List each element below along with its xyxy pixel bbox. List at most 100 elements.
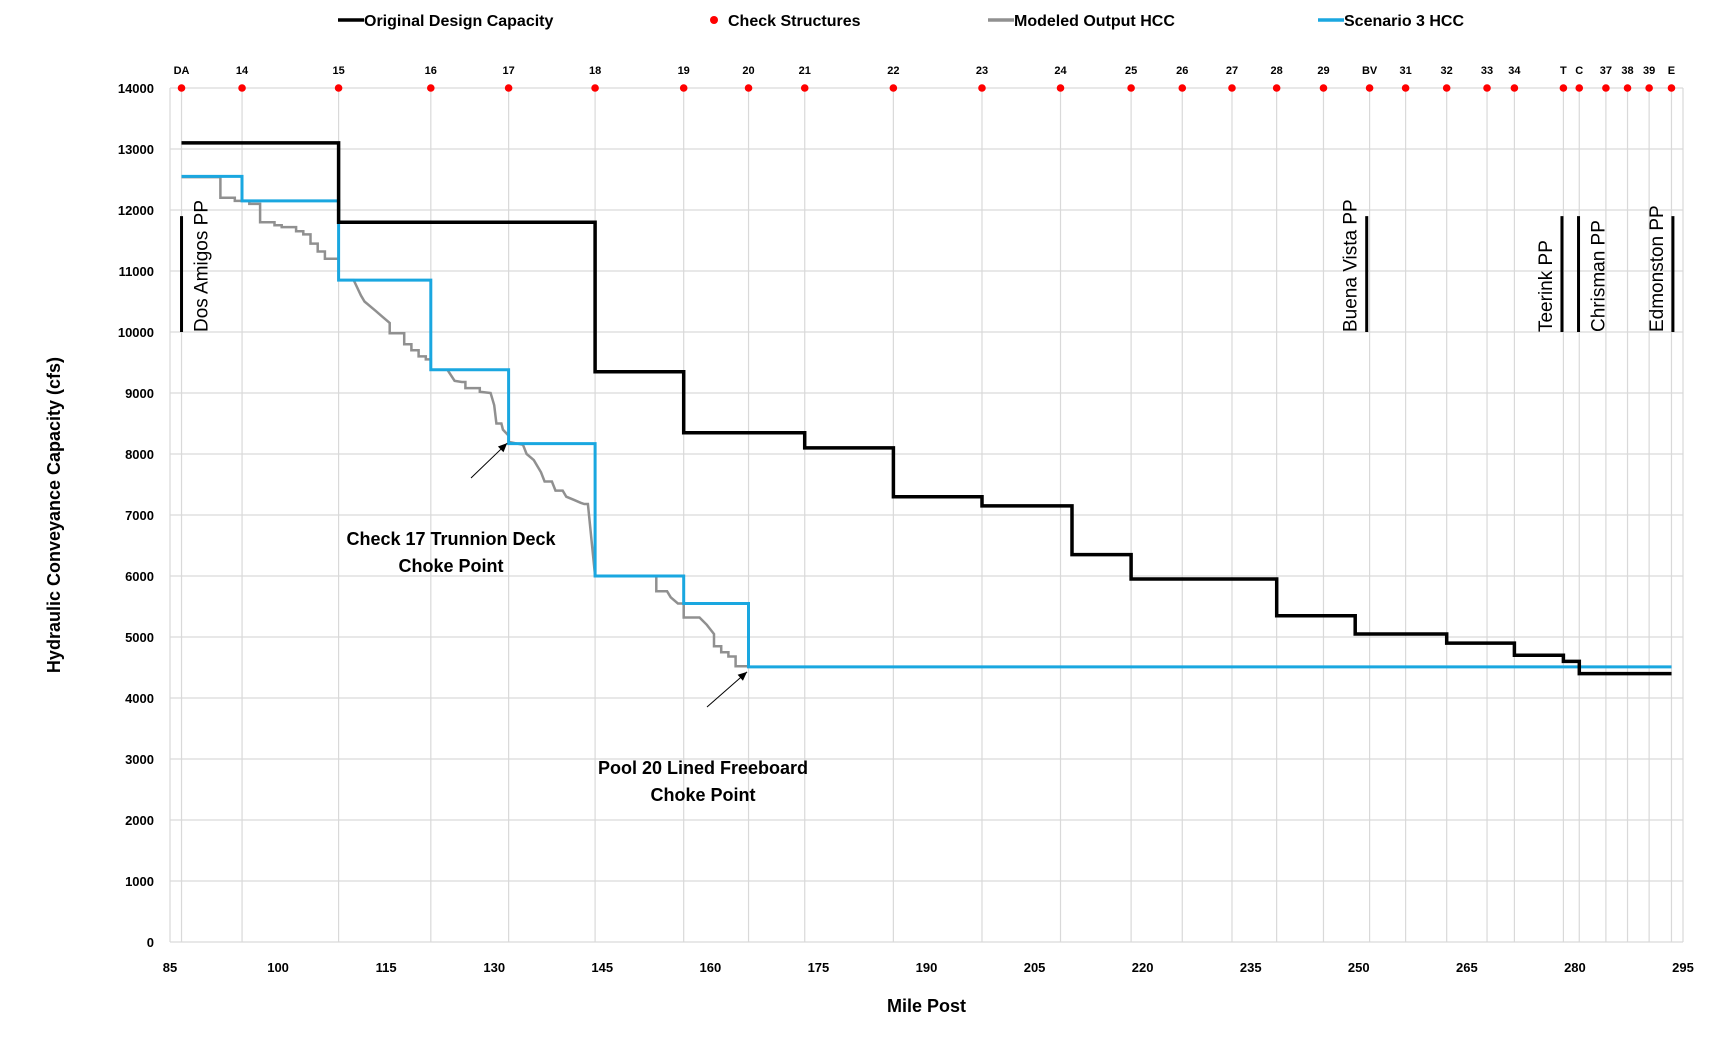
x-tick-label: 220	[1132, 960, 1154, 975]
x-axis-title: Mile Post	[887, 996, 966, 1016]
check-structure-marker	[1667, 84, 1676, 92]
series-line-scenario-3-hcc	[181, 174, 1672, 669]
check-structure-label: 25	[1125, 65, 1137, 77]
check-structure-marker	[1483, 84, 1491, 92]
pumping-plant-label: Dos Amigos PP	[192, 200, 213, 332]
check-structure-marker	[1602, 84, 1610, 92]
check-structure-label: DA	[174, 65, 190, 77]
check-structure-markers: DA 14 15 16 17 18 19 20 21 22 23 24 25 26 27 28 29 BV 31 32…	[174, 65, 1676, 92]
check-structure-marker	[1623, 84, 1632, 92]
check-structure-marker	[1559, 84, 1568, 92]
check-structure-marker	[744, 84, 753, 92]
annotation-arrowhead	[497, 443, 508, 453]
check-structure-marker	[427, 84, 435, 92]
x-tick-label: 115	[376, 960, 397, 975]
y-tick-label: 7000	[125, 508, 154, 523]
y-tick-label: 12000	[118, 203, 154, 218]
check-structure-label: 28	[1271, 65, 1283, 77]
check-structure-label: 37	[1600, 65, 1612, 77]
check-structure-marker	[889, 84, 898, 92]
y-axis-ticks: 0 1000 2000 3000 4000 5000 6000 7000 8000 9000 100…	[118, 81, 154, 950]
check-structure-marker	[1510, 84, 1519, 92]
check-structure-label: 38	[1621, 65, 1633, 77]
check-structure-label: T	[1560, 65, 1567, 77]
y-tick-label: 5000	[125, 630, 154, 645]
check-structure-marker	[978, 84, 986, 92]
x-tick-label: 85	[163, 960, 177, 975]
check-structure-label: 20	[742, 65, 754, 77]
legend: Original Design Capacity Check Structures…	[338, 13, 1464, 30]
check-structure-marker	[1319, 84, 1328, 92]
check-structure-label: 33	[1481, 65, 1493, 77]
plot-area	[169, 88, 1684, 942]
pumping-plant-label: Chrisman PP	[1589, 220, 1610, 332]
check-structure-label: 18	[589, 65, 601, 77]
check-structure-marker	[1442, 84, 1451, 92]
y-tick-label: 4000	[125, 691, 154, 706]
check-structure-label: C	[1575, 65, 1583, 77]
pumping-plant-label: Edmonston PP	[1647, 205, 1668, 332]
x-tick-label: 250	[1348, 960, 1370, 975]
x-tick-label: 295	[1672, 960, 1694, 975]
annotations: Check 17 Trunnion Deck Choke Point Pool 20…	[346, 442, 808, 805]
legend-marker	[710, 16, 718, 24]
annotation-text: Check 17 Trunnion Deck	[346, 529, 556, 549]
check-structure-label: BV	[1362, 65, 1378, 77]
series-line-original-design-capacity	[181, 141, 1672, 676]
check-structure-label: 15	[332, 65, 344, 77]
check-structure-label: 19	[678, 65, 690, 77]
gridlines	[170, 87, 1683, 943]
y-tick-label: 10000	[118, 325, 154, 340]
y-tick-label: 3000	[125, 752, 154, 767]
check-structure-marker	[177, 84, 186, 92]
check-structure-marker	[679, 84, 688, 92]
x-tick-label: 130	[483, 960, 505, 975]
y-axis-title: Hydraulic Conveyance Capacity (cfs)	[44, 357, 64, 673]
x-axis-ticks: 85 100 115 130 145 160 175 190 205 220 235 250 265 28…	[163, 960, 1694, 975]
check-structure-label: 27	[1226, 65, 1238, 77]
legend-label: Original Design Capacity	[364, 13, 553, 30]
check-structure-marker	[334, 84, 343, 92]
check-structure-marker	[504, 84, 513, 92]
check-structure-label: 26	[1176, 65, 1188, 77]
check-structure-marker	[800, 84, 809, 92]
check-structure-marker	[1645, 84, 1653, 92]
legend-label: Modeled Output HCC	[1014, 13, 1175, 30]
y-tick-label: 9000	[125, 386, 154, 401]
check-structure-marker	[1178, 84, 1187, 92]
check-structure-marker	[1401, 84, 1410, 92]
x-tick-label: 265	[1456, 960, 1478, 975]
check-structure-label: 14	[236, 65, 249, 77]
x-tick-label: 280	[1564, 960, 1586, 975]
check-structure-marker	[1272, 84, 1281, 92]
x-tick-label: 100	[267, 960, 289, 975]
y-tick-label: 11000	[119, 264, 154, 279]
check-structure-marker	[238, 84, 246, 92]
annotation-text: Choke Point	[398, 556, 503, 576]
check-structure-label: 22	[887, 65, 899, 77]
y-tick-label: 1000	[125, 874, 154, 889]
check-structure-label: 17	[502, 65, 514, 77]
x-tick-label: 235	[1240, 960, 1262, 975]
check-structure-label: 29	[1317, 65, 1329, 77]
annotation-text: Choke Point	[650, 785, 755, 805]
check-structure-marker	[1365, 84, 1374, 92]
legend-label: Scenario 3 HCC	[1344, 13, 1464, 30]
pumping-plant-markers: Dos Amigos PP Buena Vista PP Teerink PP Chr…	[180, 199, 1675, 332]
pumping-plant-label: Buena Vista PP	[1341, 199, 1362, 332]
check-structure-label: 21	[799, 65, 811, 77]
check-structure-label: 31	[1399, 65, 1411, 77]
check-structure-label: 34	[1508, 65, 1521, 77]
check-structure-label: 32	[1441, 65, 1453, 77]
series-line-modeled-output-hcc	[181, 175, 749, 668]
check-structure-marker	[1056, 84, 1065, 92]
check-structure-marker	[591, 84, 599, 92]
x-tick-label: 160	[700, 960, 722, 975]
check-structure-marker	[1127, 84, 1135, 92]
check-structure-label: E	[1668, 65, 1675, 77]
check-structure-label: 16	[425, 65, 437, 77]
y-tick-label: 6000	[125, 569, 154, 584]
y-tick-label: 8000	[125, 447, 154, 462]
y-tick-label: 0	[147, 935, 154, 950]
check-structure-marker	[1575, 84, 1584, 92]
